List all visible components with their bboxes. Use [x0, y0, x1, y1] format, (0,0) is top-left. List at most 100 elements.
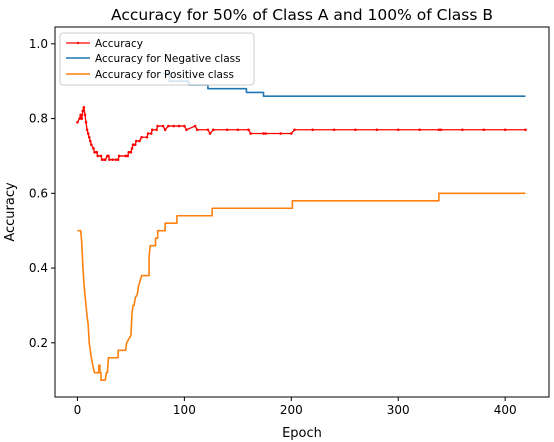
data-point-accuracy	[155, 128, 158, 132]
data-point-accuracy	[172, 124, 175, 128]
data-point-accuracy	[185, 128, 188, 132]
data-point-accuracy	[76, 121, 79, 124]
legend-box	[59, 32, 255, 86]
data-point-accuracy	[145, 135, 149, 139]
data-point-accuracy	[80, 117, 84, 120]
data-point-accuracy	[92, 147, 95, 150]
data-point-accuracy	[100, 158, 104, 161]
data-point-accuracy	[93, 150, 96, 154]
data-point-accuracy	[85, 128, 89, 132]
data-point-accuracy	[111, 158, 115, 161]
data-point-accuracy	[161, 124, 165, 128]
data-point-accuracy	[140, 135, 143, 139]
data-point-accuracy	[96, 154, 100, 158]
y-tick-label: 0.6	[29, 186, 48, 200]
data-point-accuracy	[293, 128, 296, 132]
y-tick-label: 1.0	[29, 37, 48, 51]
data-point-accuracy	[124, 154, 127, 158]
data-point-accuracy	[262, 132, 265, 135]
data-point-accuracy	[163, 128, 167, 132]
data-point-accuracy	[78, 117, 81, 120]
data-point-accuracy	[130, 147, 134, 150]
data-point-accuracy	[418, 128, 421, 132]
data-point-accuracy	[127, 150, 131, 154]
data-point-accuracy	[83, 113, 87, 117]
data-point-accuracy	[108, 158, 111, 161]
data-point-accuracy	[375, 128, 379, 132]
data-point-accuracy	[482, 128, 486, 132]
data-point-accuracy	[396, 128, 400, 132]
data-point-accuracy	[129, 150, 133, 154]
legend-marker-accuracy	[76, 41, 80, 45]
y-axis-ticks: 0.2 0.4 0.6 0.8 1.0	[29, 37, 55, 350]
x-tick-label: 300	[387, 403, 410, 417]
x-axis-label: Epoch	[282, 426, 322, 441]
data-point-accuracy	[290, 132, 293, 135]
data-point-accuracy	[211, 128, 215, 132]
data-point-accuracy	[354, 128, 357, 132]
data-point-accuracy	[247, 128, 250, 132]
legend-label-positive: Accuracy for Positive class	[95, 69, 234, 81]
data-point-accuracy	[177, 124, 181, 128]
data-point-accuracy	[167, 124, 170, 128]
axes-layer: 0 100 200 300 400 0.2 0.4 0.6 0.8 1.0	[29, 26, 550, 417]
x-tick-label: 200	[280, 403, 303, 417]
y-tick-label: 0.2	[29, 336, 48, 350]
data-point-accuracy	[236, 128, 240, 132]
data-point-accuracy	[79, 113, 82, 117]
data-point-accuracy	[183, 124, 186, 128]
x-tick-label: 100	[173, 403, 196, 417]
data-point-accuracy	[195, 128, 199, 132]
data-point-accuracy	[95, 150, 98, 154]
data-point-accuracy	[134, 139, 138, 143]
data-point-accuracy	[193, 124, 197, 128]
data-point-accuracy	[133, 143, 137, 147]
data-point-accuracy	[524, 128, 527, 132]
series-line-positive-class	[77, 192, 526, 381]
x-tick-label: 0	[74, 403, 82, 417]
x-axis-ticks: 0 100 200 300 400	[74, 397, 517, 417]
data-point-accuracy	[156, 124, 159, 128]
data-point-accuracy	[503, 128, 507, 132]
data-point-accuracy	[87, 135, 91, 139]
data-point-accuracy	[84, 121, 88, 124]
data-point-accuracy	[439, 128, 443, 132]
data-point-accuracy	[88, 139, 92, 143]
data-point-accuracy	[131, 143, 135, 147]
data-point-accuracy	[86, 132, 90, 135]
data-point-accuracy	[149, 132, 153, 135]
data-point-accuracy	[461, 128, 464, 132]
data-point-accuracy	[206, 128, 210, 132]
axes-frame	[54, 26, 550, 398]
data-point-accuracy	[117, 154, 121, 158]
chart-title: Accuracy for 50% of Class A and 100% of …	[111, 6, 493, 24]
data-point-accuracy	[107, 154, 110, 158]
data-point-accuracy	[138, 139, 141, 143]
data-point-accuracy	[437, 128, 441, 132]
data-point-accuracy	[208, 132, 212, 135]
data-point-accuracy	[225, 128, 229, 132]
data-point-accuracy	[279, 132, 282, 135]
data-point-accuracy	[99, 154, 103, 158]
legend: Accuracy Accuracy for Negative class Acc…	[59, 32, 255, 86]
data-point-accuracy	[114, 158, 118, 161]
data-point-accuracy	[264, 132, 267, 135]
y-tick-label: 0.4	[29, 261, 48, 275]
data-point-accuracy	[311, 128, 314, 132]
data-point-accuracy	[81, 109, 85, 113]
data-point-accuracy	[151, 128, 154, 132]
data-point-accuracy	[249, 132, 252, 135]
legend-label-negative: Accuracy for Negative class	[95, 53, 241, 65]
y-tick-label: 0.8	[29, 112, 48, 126]
data-point-accuracy	[126, 154, 130, 158]
data-point-accuracy	[116, 158, 120, 161]
data-point-accuracy	[82, 106, 86, 109]
data-point-accuracy	[146, 132, 150, 135]
legend-label-accuracy: Accuracy	[95, 38, 143, 50]
data-point-accuracy	[332, 128, 336, 132]
y-axis-label: Accuracy	[3, 182, 18, 242]
x-tick-label: 400	[494, 403, 517, 417]
data-point-accuracy	[103, 158, 107, 161]
data-point-accuracy	[90, 143, 93, 147]
